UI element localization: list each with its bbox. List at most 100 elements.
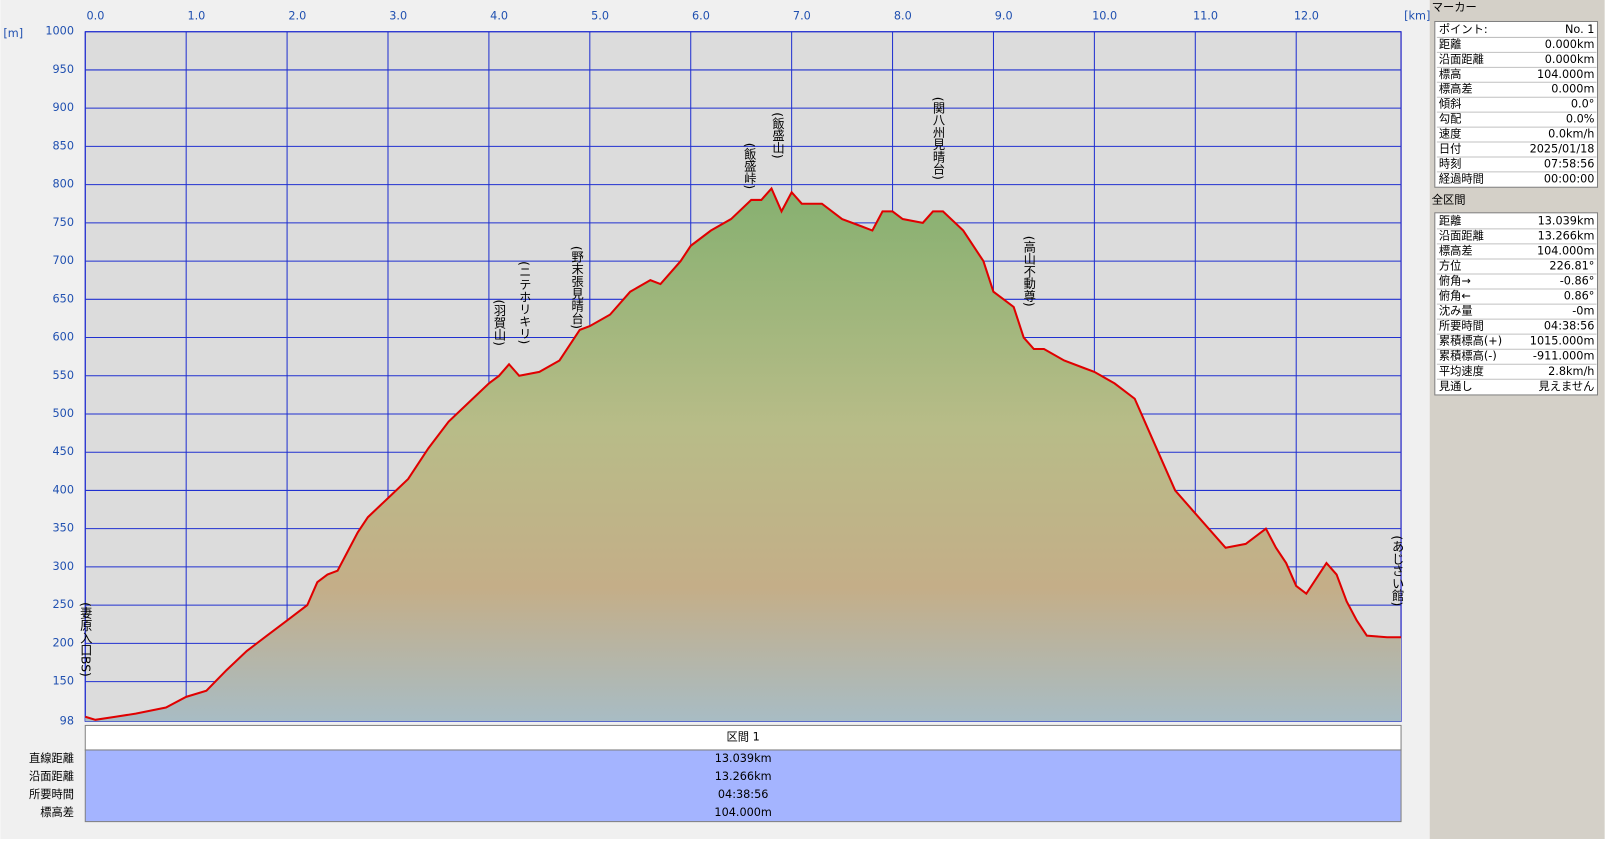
section-row-label: 所要時間	[29, 788, 74, 801]
y-tick-label: 950	[53, 63, 74, 76]
section-row-value: 13.266km	[715, 770, 772, 783]
waypoint-label: (関八州見晴台)	[931, 97, 945, 180]
y-tick-label: 900	[53, 101, 74, 114]
panel-value: 0.86°	[1564, 290, 1595, 303]
panel-value: 04:38:56	[1544, 320, 1595, 333]
x-tick-label: 12.0	[1294, 9, 1319, 22]
panel-key: 速度	[1439, 127, 1462, 141]
panel-key: 方位	[1439, 258, 1462, 272]
panel-key: 所要時間	[1439, 320, 1484, 333]
y-unit: [m]	[3, 27, 23, 40]
x-tick-label: 7.0	[793, 9, 811, 22]
waypoint-label: (野末張見晴台)	[570, 246, 584, 329]
section-row-value: 13.039km	[715, 752, 772, 765]
x-tick-label: 6.0	[692, 9, 710, 22]
waypoint-label: (飯盛山)	[771, 112, 785, 158]
panel-value: 0.0km/h	[1548, 128, 1594, 141]
panel-key: 経過時間	[1439, 172, 1484, 185]
section-title: 区間 1	[727, 731, 760, 744]
panel-key: 標高	[1439, 67, 1462, 81]
x-tick-label: 11.0	[1193, 9, 1218, 22]
x-tick-label: 0.0	[87, 9, 105, 22]
panel-value: -0.86°	[1560, 275, 1595, 288]
panel-key: 距離	[1439, 213, 1462, 227]
panel-key: 日付	[1439, 142, 1462, 155]
y-tick-label: 550	[53, 369, 74, 382]
x-tick-label: 5.0	[591, 9, 609, 22]
waypoint-label: (ニテホリキリ)	[517, 261, 531, 344]
waypoint-label: (あじさい館)	[1390, 535, 1404, 606]
x-tick-label: 10.0	[1092, 9, 1117, 22]
marker-panel-title: マーカー	[1432, 1, 1477, 14]
x-tick-label: 9.0	[995, 9, 1013, 22]
panel-value: 13.039km	[1538, 214, 1595, 227]
x-tick-label: 3.0	[389, 9, 407, 22]
panel-value: 2025/01/18	[1530, 142, 1595, 155]
waypoint-label: (妻原入口BS)	[78, 602, 92, 677]
panel-key: ポイント:	[1439, 23, 1488, 36]
y-tick-label: 350	[53, 522, 74, 535]
panel-value: -911.000m	[1533, 350, 1595, 363]
panel-value: 104.000m	[1537, 68, 1594, 81]
panel-value: 1015.000m	[1530, 335, 1595, 348]
panel-value: 104.000m	[1537, 244, 1594, 257]
panel-value: 0.000km	[1545, 53, 1595, 66]
x-tick-label: 1.0	[187, 9, 205, 22]
y-tick-label: 98	[60, 714, 74, 727]
y-tick-label: 150	[53, 675, 74, 688]
panel-key: 平均速度	[1439, 364, 1484, 378]
panel-key: 標高差	[1439, 243, 1473, 257]
panel-key: 沿面距離	[1439, 228, 1484, 242]
panel-key: 俯角←	[1439, 289, 1471, 303]
marker-box	[1434, 20, 1599, 188]
elevation-line	[84, 186, 1402, 721]
panel-key: 時刻	[1439, 156, 1462, 170]
panel-key: 見通し	[1439, 380, 1473, 393]
y-tick-label: 300	[53, 560, 74, 573]
y-tick-label: 600	[53, 331, 74, 344]
area-fill	[85, 188, 1402, 722]
panel-value: 226.81°	[1549, 259, 1594, 272]
section-row-label: 標高差	[40, 805, 74, 819]
panel-value: 見えません	[1539, 380, 1595, 393]
section-body	[84, 749, 1402, 823]
x-tick-label: 8.0	[894, 9, 912, 22]
section-header	[84, 724, 1402, 751]
y-tick-label: 500	[53, 407, 74, 420]
panel-key: 累積標高(+)	[1439, 334, 1502, 348]
section-row-label: 沿面距離	[29, 769, 74, 783]
panel-key: 距離	[1439, 37, 1462, 51]
panel-value: 0.0%	[1566, 113, 1595, 126]
panel-key: 傾斜	[1439, 97, 1462, 111]
total-panel-title: 全区間	[1432, 193, 1466, 207]
panel-key: 累積標高(-)	[1439, 349, 1497, 363]
section-row-value: 104.000m	[714, 806, 771, 819]
y-tick-label: 800	[53, 178, 74, 191]
panel-value: 0.000km	[1545, 38, 1595, 51]
waypoint-label: (高山不動尊)	[1022, 236, 1036, 307]
panel-key: 標高差	[1439, 82, 1473, 96]
y-tick-label: 650	[53, 292, 74, 305]
y-tick-label: 200	[53, 636, 74, 649]
x-unit: [km]	[1404, 9, 1430, 22]
panel-value: 2.8km/h	[1548, 365, 1594, 378]
panel-value: 0.000m	[1551, 83, 1594, 96]
y-tick-label: 750	[53, 216, 74, 229]
y-tick-label: 850	[53, 139, 74, 152]
y-tick-label: 700	[53, 254, 74, 267]
panel-value: -0m	[1572, 305, 1594, 318]
panel-value: 00:00:00	[1544, 172, 1595, 185]
panel-key: 俯角→	[1439, 274, 1471, 288]
waypoint-label: (羽賀山)	[492, 300, 506, 346]
panel-value: No. 1	[1565, 23, 1594, 36]
section-row-label: 直線距離	[29, 751, 74, 765]
x-tick-label: 4.0	[490, 9, 508, 22]
panel-value: 0.0°	[1571, 98, 1595, 111]
y-tick-label: 1000	[45, 25, 74, 38]
y-tick-label: 250	[53, 598, 74, 611]
waypoint-label: (飯盛峠)	[742, 143, 756, 189]
y-tick-label: 450	[53, 445, 74, 458]
panel-value: 07:58:56	[1544, 157, 1595, 170]
